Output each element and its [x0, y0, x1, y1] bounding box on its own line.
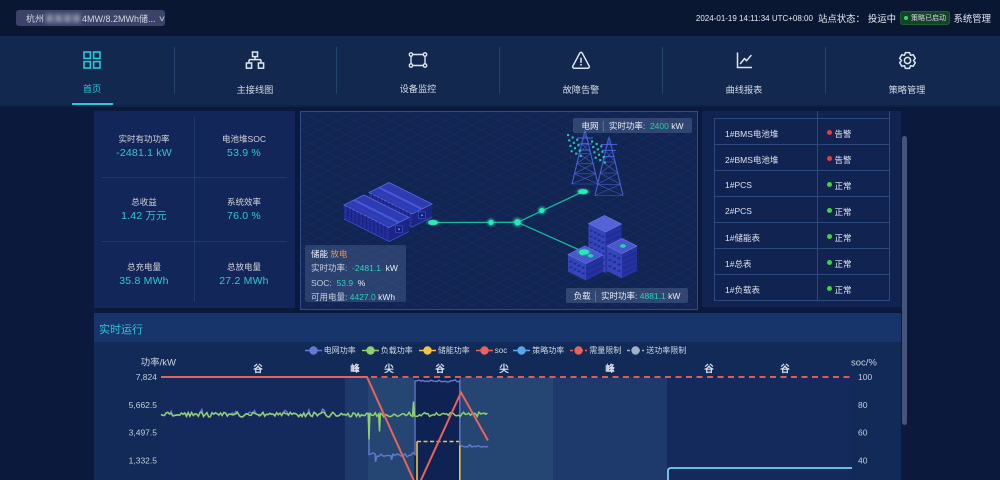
svg-text:40: 40 [858, 455, 868, 465]
svg-text:尖: 尖 [499, 363, 509, 375]
svg-text:1,332.5: 1,332.5 [129, 455, 158, 465]
svg-text:谷: 谷 [253, 363, 263, 375]
svg-text:7,824: 7,824 [136, 372, 158, 382]
svg-text:峰: 峰 [605, 363, 615, 375]
svg-text:100: 100 [858, 372, 872, 382]
svg-text:3,497.5: 3,497.5 [129, 428, 158, 438]
svg-text:谷: 谷 [435, 363, 445, 375]
svg-text:功率/kW: 功率/kW [141, 357, 176, 369]
svg-text:谷: 谷 [704, 363, 714, 375]
svg-text:峰: 峰 [350, 363, 360, 375]
svg-text:尖: 尖 [384, 363, 394, 375]
svg-text:60: 60 [858, 428, 868, 438]
svg-text:谷: 谷 [780, 363, 790, 375]
svg-text:5,662.5: 5,662.5 [129, 400, 158, 410]
svg-text:soc/%: soc/% [851, 358, 877, 369]
svg-text:80: 80 [858, 400, 868, 410]
